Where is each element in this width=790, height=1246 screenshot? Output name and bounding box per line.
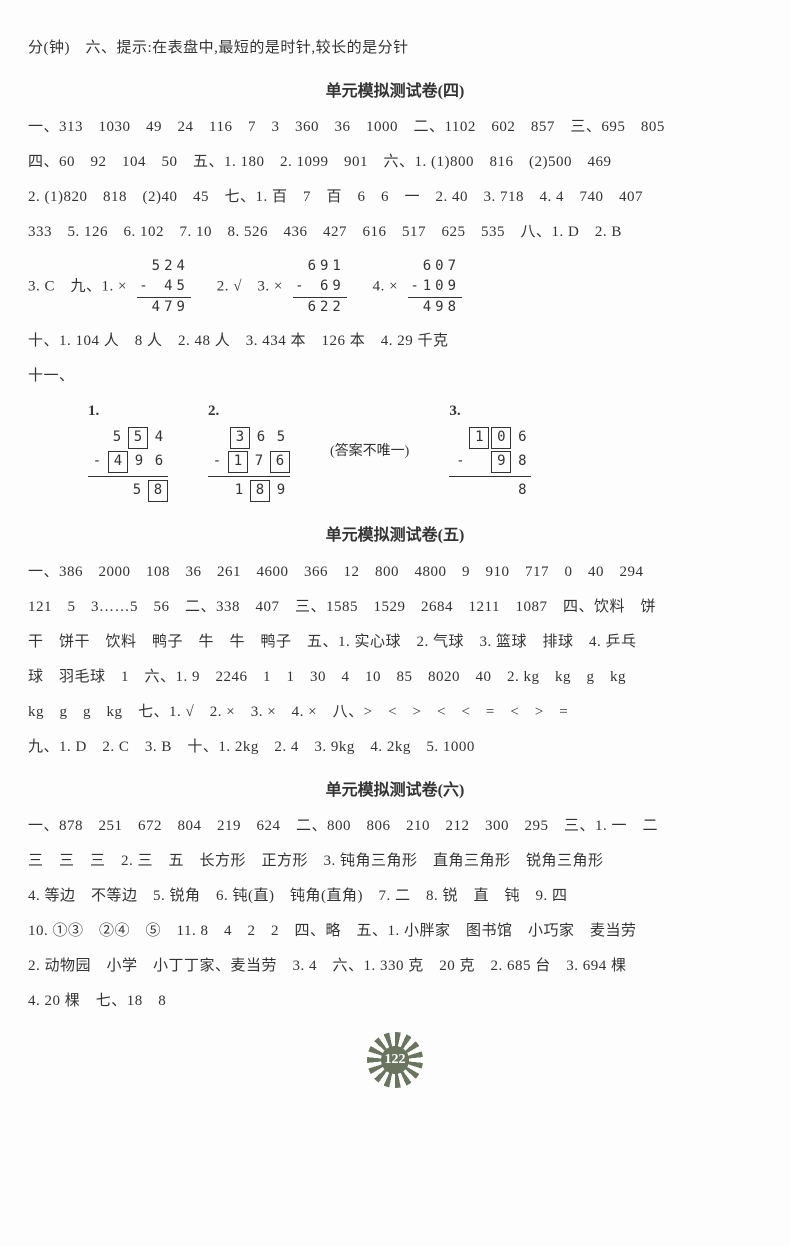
s4-line6: 十、1. 104 人 8 人 2. 48 人 3. 434 本 126 本 4.… <box>28 331 762 352</box>
digit-cell: 4 <box>150 428 168 448</box>
s6-line4: 10. ①③ ②④ ⑤ 11. 8 4 2 2 四、略 五、1. 小胖家 图书馆… <box>28 921 762 942</box>
digit-cell: 3 <box>230 427 250 449</box>
digit-cell: - <box>208 452 226 472</box>
s4-l5-pre: 3. C 九、1. × <box>28 279 127 295</box>
s6-line6: 4. 20 棵 七、18 8 <box>28 991 762 1012</box>
page-badge: 122 <box>28 1032 762 1095</box>
s5-line4: 球 羽毛球 1 六、1. 9 2246 1 1 30 4 10 85 8020 … <box>28 667 762 688</box>
digit-cell: 8 <box>513 481 531 501</box>
digit-cell: 6 <box>252 428 270 448</box>
digit-cell <box>471 452 489 472</box>
box-prob-2: 2. 365 -176 189 <box>208 401 290 503</box>
s6-line3: 4. 等边 不等边 5. 锐角 6. 钝(直) 钝角(直角) 7. 二 8. 锐… <box>28 886 762 907</box>
digit-cell: - <box>451 452 469 472</box>
s5-line2: 121 5 3……5 56 二、338 407 三、1585 1529 2684… <box>28 597 762 618</box>
s5-line6: 九、1. D 2. C 3. B 十、1. 2kg 2. 4 3. 9kg 4.… <box>28 737 762 758</box>
box-problems: 1. 554 -496 58 2. 365 -176 189 (答案不唯一) 3… <box>88 401 762 503</box>
digit-cell: 9 <box>491 451 511 473</box>
digit-cell: 5 <box>128 481 146 501</box>
subtraction-2: 691 - 69 622 <box>293 257 347 317</box>
sunflower-icon: 122 <box>367 1032 423 1088</box>
s5-line1: 一、386 2000 108 36 261 4600 366 12 800 48… <box>28 562 762 583</box>
section4-title: 单元模拟测试卷(四) <box>28 81 762 103</box>
s6-line5: 2. 动物园 小学 小丁丁家、麦当劳 3. 4 六、1. 330 克 20 克 … <box>28 956 762 977</box>
section5-title: 单元模拟测试卷(五) <box>28 525 762 547</box>
s4-l5-m2: 4. × <box>357 279 398 295</box>
box-note: (答案不唯一) <box>330 442 409 462</box>
digit-cell <box>210 481 228 501</box>
s4-line1: 一、313 1030 49 24 116 7 3 360 36 1000 二、1… <box>28 117 762 138</box>
digit-cell: 5 <box>108 428 126 448</box>
s4-line3: 2. (1)820 818 (2)40 45 七、1. 百 7 百 6 6 一 … <box>28 187 762 208</box>
digit-cell: 8 <box>250 480 270 502</box>
digit-cell: 8 <box>148 480 168 502</box>
digit-cell: 1 <box>469 427 489 449</box>
s6-line1: 一、878 251 672 804 219 624 二、800 806 210 … <box>28 816 762 837</box>
s4-line2: 四、60 92 104 50 五、1. 180 2. 1099 901 六、1.… <box>28 152 762 173</box>
s4-line4: 333 5. 126 6. 102 7. 10 8. 526 436 427 6… <box>28 222 762 243</box>
intro-text: 分(钟) 六、提示:在表盘中,最短的是时针,较长的是分针 <box>28 38 762 59</box>
digit-cell: 8 <box>513 452 531 472</box>
digit-cell <box>108 481 126 501</box>
digit-cell: - <box>88 452 106 472</box>
box-prob-1: 1. 554 -496 58 <box>88 401 168 503</box>
s4-l5-m1: 2. √ 3. × <box>201 279 283 295</box>
s4-line7: 十一、 <box>28 366 762 387</box>
digit-cell: 4 <box>108 451 128 473</box>
digit-cell: 1 <box>228 451 248 473</box>
subtraction-1: 524 - 45 479 <box>137 257 191 317</box>
s5-line5: kg g g kg 七、1. √ 2. × 3. × 4. × 八、> < > … <box>28 702 762 723</box>
digit-cell <box>449 428 467 448</box>
digit-cell <box>453 481 471 501</box>
digit-cell: 6 <box>150 452 168 472</box>
digit-cell <box>473 481 491 501</box>
page-number: 122 <box>385 1050 406 1070</box>
digit-cell: 7 <box>250 452 268 472</box>
s5-line3: 干 饼干 饮料 鸭子 牛 牛 鸭子 五、1. 实心球 2. 气球 3. 篮球 排… <box>28 632 762 653</box>
section6-title: 单元模拟测试卷(六) <box>28 780 762 802</box>
digit-cell <box>210 428 228 448</box>
digit-cell: 6 <box>513 428 531 448</box>
digit-cell: 5 <box>128 427 148 449</box>
digit-cell: 6 <box>270 451 290 473</box>
digit-cell <box>88 481 106 501</box>
digit-cell: 5 <box>272 428 290 448</box>
s6-line2: 三 三 三 2. 三 五 长方形 正方形 3. 钝角三角形 直角三角形 锐角三角… <box>28 851 762 872</box>
digit-cell: 9 <box>130 452 148 472</box>
box-prob-3: 3. 106 -98 8 <box>449 401 531 503</box>
digit-cell <box>493 481 511 501</box>
s4-line5: 3. C 九、1. × 524 - 45 479 2. √ 3. × 691 -… <box>28 257 762 317</box>
digit-cell: 0 <box>491 427 511 449</box>
digit-cell: 9 <box>272 481 290 501</box>
subtraction-3: 607 -109 498 <box>408 257 462 317</box>
digit-cell: 1 <box>230 481 248 501</box>
digit-cell <box>88 428 106 448</box>
